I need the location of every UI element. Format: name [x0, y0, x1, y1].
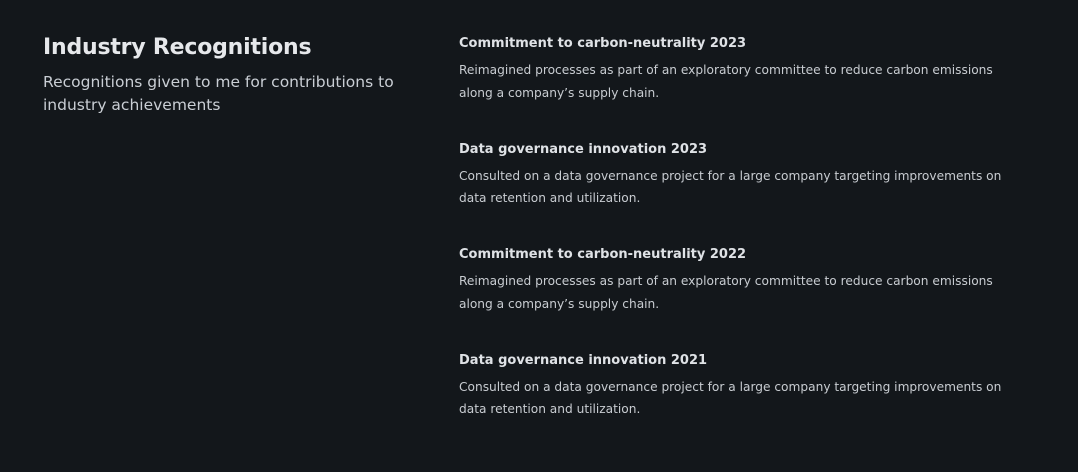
recognition-description: Reimagined processes as part of an explo… [459, 274, 993, 311]
recognition-list: Commitment to carbon-neutrality 2023 Rei… [459, 34, 1019, 456]
section-subtitle: Recognitions given to me for contributio… [43, 73, 394, 114]
recognition-item: Data governance innovation 2021 Consulte… [459, 351, 1019, 457]
recognition-description: Consulted on a data governance project f… [459, 379, 1002, 417]
recognition-description: Consulted on a data governance project f… [459, 168, 1002, 206]
recognition-title: Commitment to carbon-neutrality 2023 [459, 36, 747, 51]
recognition-item: Commitment to carbon-neutrality 2023 Rei… [459, 34, 1019, 140]
recognition-title: Data governance innovation 2023 [459, 141, 708, 157]
recognition-item: Data governance innovation 2023 Consulte… [459, 140, 1019, 246]
section-intro: Industry Recognitions Recognitions given… [43, 33, 443, 117]
recognition-title: Data governance innovation 2021 [459, 352, 708, 368]
recognition-title: Commitment to carbon-neutrality 2022 [459, 247, 747, 262]
recognition-description: Reimagined processes as part of an explo… [459, 63, 993, 100]
recognition-item: Commitment to carbon-neutrality 2022 Rei… [459, 245, 1019, 351]
section-title: Industry Recognitions [43, 35, 312, 60]
